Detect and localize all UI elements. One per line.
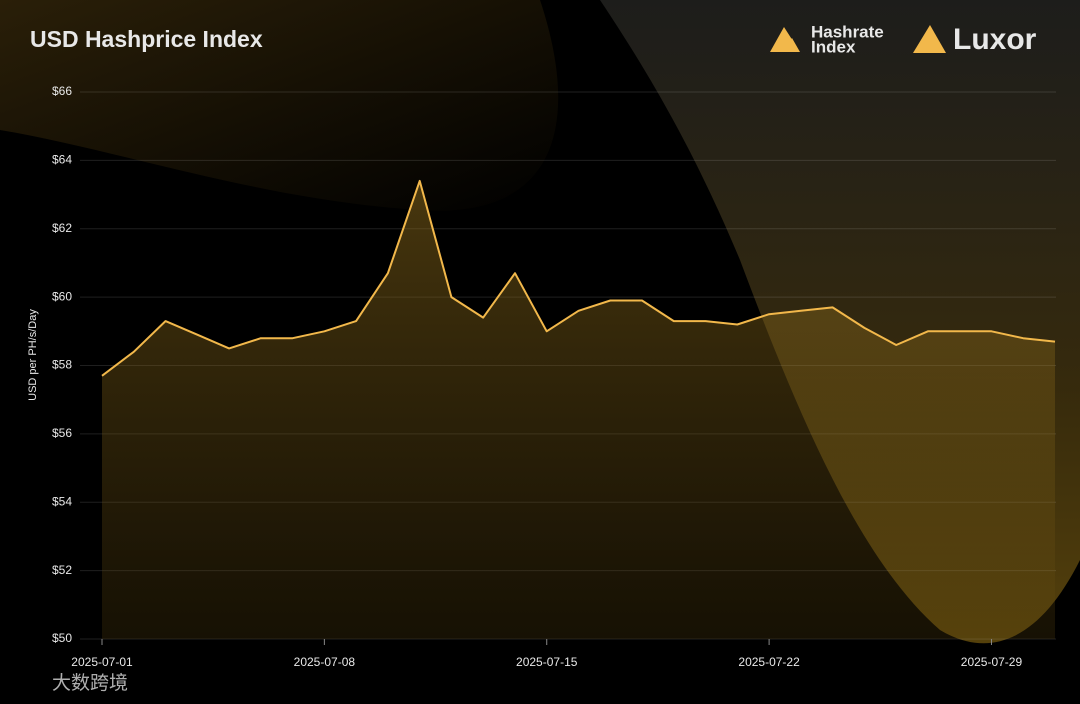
background-shape [0, 0, 559, 211]
logo-text: Index [811, 37, 856, 56]
y-tick-label: $54 [52, 494, 72, 508]
area [102, 180, 1055, 639]
logo-text: Luxor [953, 23, 1037, 56]
y-tick-label: $56 [52, 426, 72, 440]
x-tick-label: 2025-07-29 [961, 655, 1023, 669]
x-tick-label: 2025-07-01 [71, 655, 133, 669]
logo-icon [770, 27, 800, 52]
y-tick-label: $62 [52, 221, 72, 235]
y-tick-label: $58 [52, 358, 72, 372]
watermark: 大数跨境 [52, 672, 128, 694]
y-axis-label: USD per PH/s/Day [27, 309, 39, 401]
x-tick-label: 2025-07-22 [738, 655, 800, 669]
y-tick-label: $60 [52, 289, 72, 303]
y-tick-label: $50 [52, 631, 72, 645]
x-tick-label: 2025-07-08 [294, 655, 356, 669]
y-tick-label: $66 [52, 84, 72, 98]
logo-text: Hashrate [811, 22, 884, 41]
line [101, 179, 1056, 377]
chart-title: USD Hashprice Index [30, 26, 263, 52]
logo-icon [913, 25, 946, 53]
y-tick-label: $52 [52, 563, 72, 577]
x-tick-label: 2025-07-15 [516, 655, 578, 669]
y-tick-label: $64 [52, 153, 72, 167]
